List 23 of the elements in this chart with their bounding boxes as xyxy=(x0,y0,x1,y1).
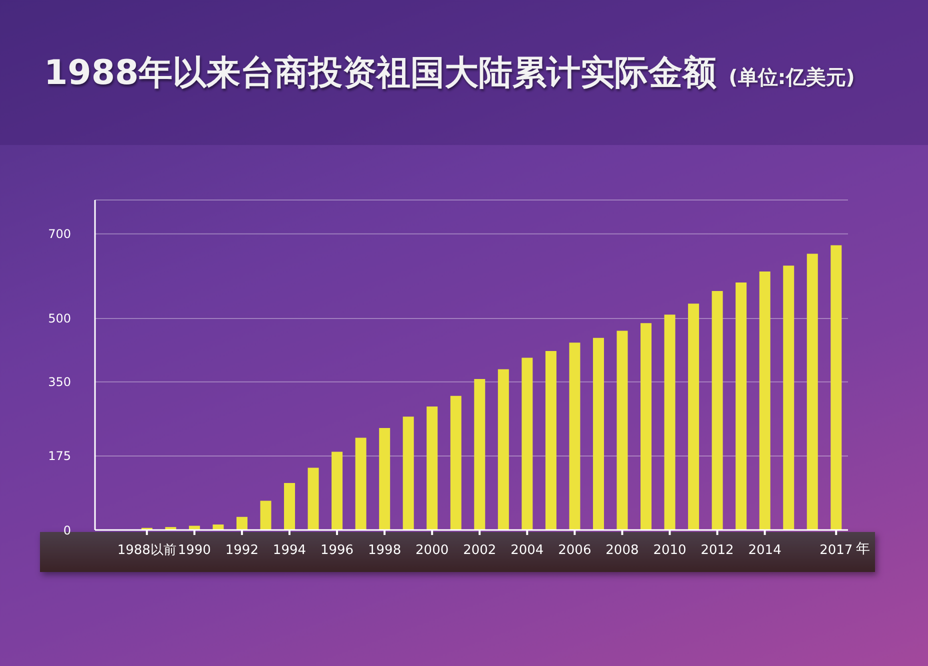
x-tick-label: 2006 xyxy=(558,543,592,558)
x-tick-label: 2014 xyxy=(748,543,782,558)
x-tick-label: 1990 xyxy=(178,543,211,558)
y-tick-label: 0 xyxy=(63,523,71,538)
chart-title: 1988年以来台商投资祖国大陆累计实际金额 xyxy=(44,52,717,95)
y-tick-label: 175 xyxy=(48,449,71,464)
y-tick-label: 350 xyxy=(48,375,71,390)
x-tick-label: 2008 xyxy=(606,543,639,558)
x-tick-label: 1994 xyxy=(272,543,306,558)
x-tick-label: 1998 xyxy=(368,543,402,558)
x-tick-label: 2004 xyxy=(510,543,544,558)
x-tick-label: 2012 xyxy=(700,543,734,558)
x-tick-label: 2002 xyxy=(463,543,496,558)
x-tick-label: 1992 xyxy=(225,543,258,558)
y-tick-label: 500 xyxy=(48,312,71,326)
x-axis-title: 年 xyxy=(856,540,870,557)
chart-subtitle: (单位:亿美元) xyxy=(728,64,855,91)
x-tick-label: 2010 xyxy=(653,543,686,558)
x-tick-label: 1996 xyxy=(320,543,354,558)
x-tick-label: 2017 xyxy=(820,543,853,558)
y-tick-label: 700 xyxy=(48,227,71,242)
x-tick-label: 1988以前 xyxy=(117,543,176,558)
x-tick-label: 2000 xyxy=(416,543,449,558)
